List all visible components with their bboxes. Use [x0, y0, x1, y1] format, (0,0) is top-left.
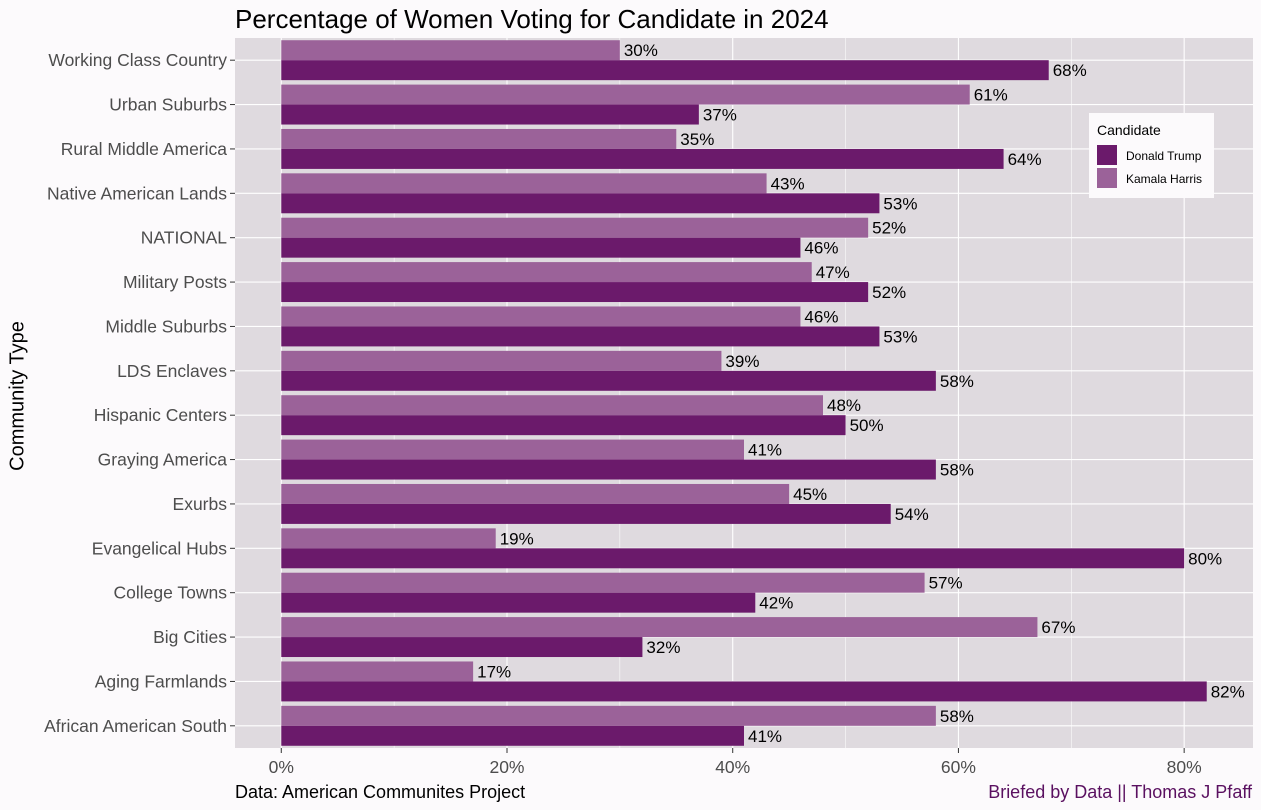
data-label-harris: 48%: [827, 396, 861, 415]
y-tick-label: College Towns: [114, 583, 228, 603]
bar-trump: [281, 637, 643, 658]
data-label-trump: 64%: [1008, 150, 1042, 169]
data-label-trump: 41%: [748, 727, 782, 746]
data-label-trump: 80%: [1188, 549, 1222, 568]
data-label-harris: 67%: [1041, 618, 1075, 637]
bar-trump: [281, 60, 1049, 81]
bar-harris: [281, 84, 970, 105]
data-label-trump: 58%: [940, 372, 974, 391]
y-tick-label: Exurbs: [173, 494, 228, 514]
data-label-harris: 41%: [748, 441, 782, 460]
y-tick-label: LDS Enclaves: [117, 361, 227, 381]
bar-harris: [281, 483, 790, 504]
data-label-trump: 42%: [759, 594, 793, 613]
data-label-trump: 46%: [804, 239, 838, 258]
bar-trump: [281, 193, 880, 214]
y-tick-label: Graying America: [98, 450, 228, 470]
legend-title: Candidate: [1097, 122, 1161, 138]
y-tick-label: Middle Suburbs: [105, 316, 227, 336]
x-tick-label: 60%: [941, 757, 976, 777]
data-label-trump: 32%: [646, 638, 680, 657]
data-label-harris: 46%: [804, 307, 838, 326]
bar-trump: [281, 370, 936, 391]
data-label-trump: 58%: [940, 461, 974, 480]
y-axis-title: Community Type: [6, 321, 29, 471]
data-label-trump: 50%: [850, 416, 884, 435]
x-tick-label: 20%: [489, 757, 524, 777]
bar-harris: [281, 395, 824, 416]
bar-harris: [281, 617, 1038, 638]
data-label-harris: 45%: [793, 485, 827, 504]
y-tick-label: Aging Farmlands: [95, 671, 228, 691]
bar-trump: [281, 548, 1185, 569]
data-label-harris: 58%: [940, 707, 974, 726]
y-tick-label: Hispanic Centers: [94, 405, 227, 425]
bar-harris: [281, 528, 496, 549]
data-label-harris: 61%: [974, 86, 1008, 105]
y-tick-label: Urban Suburbs: [109, 95, 227, 115]
legend-label: Kamala Harris: [1126, 172, 1202, 186]
data-label-trump: 82%: [1211, 682, 1245, 701]
data-label-harris: 39%: [725, 352, 759, 371]
data-label-harris: 52%: [872, 219, 906, 238]
bar-trump: [281, 592, 756, 613]
bar-harris: [281, 306, 801, 327]
bar-harris: [281, 350, 722, 371]
data-label-harris: 35%: [680, 130, 714, 149]
y-tick-label: Native American Lands: [47, 183, 227, 203]
y-tick-label: African American South: [44, 716, 227, 736]
data-label-harris: 57%: [929, 574, 963, 593]
y-tick-label: Rural Middle America: [61, 139, 228, 159]
credit-caption: Briefed by Data || Thomas J Pfaff: [988, 782, 1252, 802]
y-tick-label: NATIONAL: [141, 228, 227, 248]
x-tick-label: 0%: [269, 757, 294, 777]
bar-harris: [281, 262, 812, 283]
bar-trump: [281, 237, 801, 258]
y-tick-label: Big Cities: [153, 627, 227, 647]
legend-swatch: [1097, 145, 1117, 165]
data-label-harris: 30%: [624, 41, 658, 60]
data-label-trump: 68%: [1053, 61, 1087, 80]
data-label-trump: 53%: [883, 194, 917, 213]
bar-trump: [281, 681, 1207, 702]
data-label-trump: 37%: [703, 106, 737, 125]
bar-harris: [281, 661, 474, 682]
y-tick-label: Military Posts: [123, 272, 227, 292]
bar-trump: [281, 148, 1004, 169]
bar-trump: [281, 725, 744, 746]
y-tick-label: Working Class Country: [48, 50, 227, 70]
data-label-trump: 54%: [895, 505, 929, 524]
chart-title: Percentage of Women Voting for Candidate…: [235, 4, 829, 34]
bar-harris: [281, 439, 744, 460]
bar-harris: [281, 217, 869, 238]
bar-harris: [281, 128, 677, 149]
bar-harris: [281, 173, 767, 194]
bar-trump: [281, 282, 869, 303]
bar-trump: [281, 326, 880, 347]
y-tick-label: Evangelical Hubs: [92, 538, 227, 558]
bar-trump: [281, 415, 846, 436]
source-caption: Data: American Communites Project: [235, 782, 526, 802]
data-label-harris: 43%: [771, 174, 805, 193]
bar-harris: [281, 572, 925, 593]
data-label-harris: 17%: [477, 662, 511, 681]
bar-trump: [281, 459, 936, 480]
legend-label: Donald Trump: [1126, 149, 1202, 163]
bar-trump: [281, 104, 699, 125]
x-tick-label: 80%: [1167, 757, 1202, 777]
data-label-trump: 52%: [872, 283, 906, 302]
data-label-trump: 53%: [883, 327, 917, 346]
x-tick-label: 40%: [715, 757, 750, 777]
bar-trump: [281, 503, 891, 524]
data-label-harris: 47%: [816, 263, 850, 282]
legend-swatch: [1097, 168, 1117, 188]
bar-harris: [281, 40, 620, 61]
data-label-harris: 19%: [500, 529, 534, 548]
bar-harris: [281, 705, 936, 726]
